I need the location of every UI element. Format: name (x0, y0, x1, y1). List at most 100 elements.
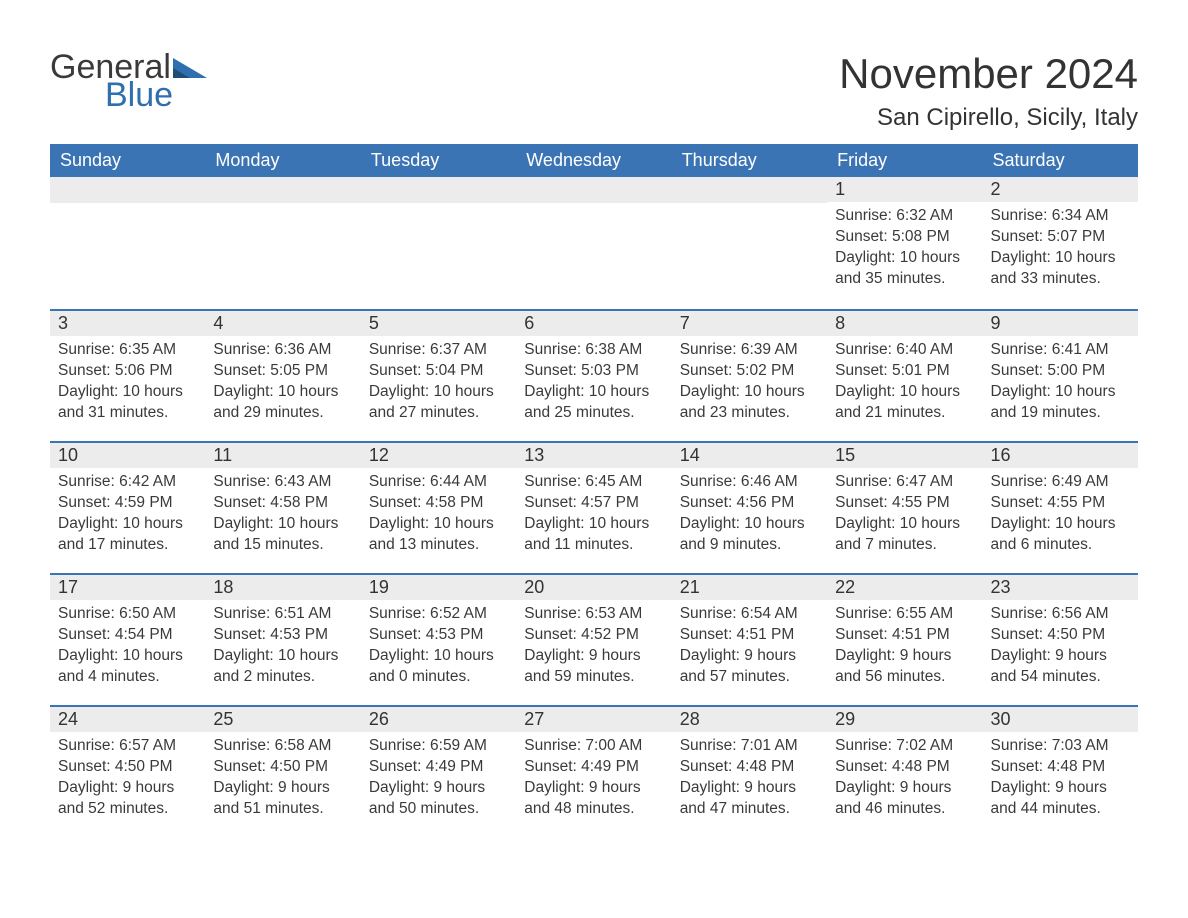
sunrise-line: Sunrise: 6:57 AM (58, 736, 197, 757)
day-body: Sunrise: 6:35 AMSunset: 5:06 PMDaylight:… (50, 336, 205, 432)
day-body: Sunrise: 6:50 AMSunset: 4:54 PMDaylight:… (50, 600, 205, 696)
day-cell: 1 Sunrise: 6:32 AMSunset: 5:08 PMDaylight… (827, 177, 982, 309)
calendar-head: SundayMondayTuesdayWednesdayThursdayFrid… (50, 144, 1138, 177)
day-body: Sunrise: 6:59 AMSunset: 4:49 PMDaylight:… (361, 732, 516, 828)
sunrise-line: Sunrise: 6:58 AM (213, 736, 352, 757)
sunset-line: Sunset: 5:02 PM (680, 361, 819, 382)
day-cell: 15Sunrise: 6:47 AMSunset: 4:55 PMDayligh… (827, 441, 982, 573)
day-number: 20 (516, 573, 671, 600)
sunset-line: Sunset: 4:57 PM (524, 493, 663, 514)
day-body: Sunrise: 6:38 AMSunset: 5:03 PMDaylight:… (516, 336, 671, 432)
daylight-line: Daylight: 10 hours and 31 minutes. (58, 382, 197, 424)
sunrise-line: Sunrise: 6:46 AM (680, 472, 819, 493)
day-number: 17 (50, 573, 205, 600)
daylight-line: Daylight: 9 hours and 48 minutes. (524, 778, 663, 820)
day-cell (672, 177, 827, 309)
day-number: 8 (827, 309, 982, 336)
day-number: 1 (827, 177, 982, 202)
day-body: Sunrise: 6:37 AMSunset: 5:04 PMDaylight:… (361, 336, 516, 432)
day-number: 12 (361, 441, 516, 468)
page: General Blue November 2024 San Cipirello… (0, 0, 1188, 918)
sunset-line: Sunset: 4:52 PM (524, 625, 663, 646)
daylight-line: Daylight: 10 hours and 19 minutes. (991, 382, 1130, 424)
location: San Cipirello, Sicily, Italy (839, 104, 1138, 132)
day-body: Sunrise: 6:36 AMSunset: 5:05 PMDaylight:… (205, 336, 360, 432)
day-number: 19 (361, 573, 516, 600)
daylight-line: Daylight: 10 hours and 27 minutes. (369, 382, 508, 424)
day-body: Sunrise: 6:53 AMSunset: 4:52 PMDaylight:… (516, 600, 671, 696)
sunset-line: Sunset: 5:08 PM (835, 227, 974, 248)
day-number: 18 (205, 573, 360, 600)
header: General Blue November 2024 San Cipirello… (50, 50, 1138, 132)
day-number: 23 (983, 573, 1138, 600)
day-cell: 16Sunrise: 6:49 AMSunset: 4:55 PMDayligh… (983, 441, 1138, 573)
day-body: Sunrise: 6:40 AMSunset: 5:01 PMDaylight:… (827, 336, 982, 432)
day-body: Sunrise: 6:42 AMSunset: 4:59 PMDaylight:… (50, 468, 205, 564)
sunrise-line: Sunrise: 6:37 AM (369, 340, 508, 361)
day-cell: 21Sunrise: 6:54 AMSunset: 4:51 PMDayligh… (672, 573, 827, 705)
day-body: Sunrise: 6:43 AMSunset: 4:58 PMDaylight:… (205, 468, 360, 564)
day-body: Sunrise: 7:02 AMSunset: 4:48 PMDaylight:… (827, 732, 982, 828)
day-body: Sunrise: 6:47 AMSunset: 4:55 PMDaylight:… (827, 468, 982, 564)
weekday-header: Tuesday (361, 144, 516, 177)
day-number: 25 (205, 705, 360, 732)
sunrise-line: Sunrise: 6:49 AM (991, 472, 1130, 493)
sunrise-line: Sunrise: 6:53 AM (524, 604, 663, 625)
daylight-line: Daylight: 10 hours and 11 minutes. (524, 514, 663, 556)
day-body: Sunrise: 6:49 AMSunset: 4:55 PMDaylight:… (983, 468, 1138, 564)
day-number: 10 (50, 441, 205, 468)
logo: General Blue (50, 50, 207, 112)
daylight-line: Daylight: 10 hours and 13 minutes. (369, 514, 508, 556)
day-cell: 26Sunrise: 6:59 AMSunset: 4:49 PMDayligh… (361, 705, 516, 837)
daylight-line: Daylight: 10 hours and 2 minutes. (213, 646, 352, 688)
day-cell: 4Sunrise: 6:36 AMSunset: 5:05 PMDaylight… (205, 309, 360, 441)
day-body: Sunrise: 6:46 AMSunset: 4:56 PMDaylight:… (672, 468, 827, 564)
daylight-line: Daylight: 9 hours and 57 minutes. (680, 646, 819, 688)
empty-day-band (516, 177, 671, 203)
sunset-line: Sunset: 4:49 PM (369, 757, 508, 778)
daylight-line: Daylight: 9 hours and 54 minutes. (991, 646, 1130, 688)
day-number: 21 (672, 573, 827, 600)
daylight-line: Daylight: 10 hours and 6 minutes. (991, 514, 1130, 556)
sunset-line: Sunset: 4:50 PM (213, 757, 352, 778)
sunrise-line: Sunrise: 6:39 AM (680, 340, 819, 361)
sunset-line: Sunset: 5:04 PM (369, 361, 508, 382)
weekday-header: Saturday (983, 144, 1138, 177)
empty-day-band (361, 177, 516, 203)
day-number: 11 (205, 441, 360, 468)
day-number: 9 (983, 309, 1138, 336)
sunrise-line: Sunrise: 6:44 AM (369, 472, 508, 493)
daylight-line: Daylight: 9 hours and 59 minutes. (524, 646, 663, 688)
daylight-line: Daylight: 10 hours and 17 minutes. (58, 514, 197, 556)
day-cell (50, 177, 205, 309)
sunrise-line: Sunrise: 7:01 AM (680, 736, 819, 757)
day-cell: 30Sunrise: 7:03 AMSunset: 4:48 PMDayligh… (983, 705, 1138, 837)
sunrise-line: Sunrise: 6:32 AM (835, 206, 974, 227)
calendar-table: SundayMondayTuesdayWednesdayThursdayFrid… (50, 144, 1138, 837)
daylight-line: Daylight: 10 hours and 35 minutes. (835, 248, 974, 290)
sunrise-line: Sunrise: 6:55 AM (835, 604, 974, 625)
day-cell: 11Sunrise: 6:43 AMSunset: 4:58 PMDayligh… (205, 441, 360, 573)
sunrise-line: Sunrise: 6:56 AM (991, 604, 1130, 625)
sunrise-line: Sunrise: 6:54 AM (680, 604, 819, 625)
day-number: 26 (361, 705, 516, 732)
sunset-line: Sunset: 4:58 PM (369, 493, 508, 514)
sunset-line: Sunset: 4:53 PM (369, 625, 508, 646)
weekday-header: Friday (827, 144, 982, 177)
sunrise-line: Sunrise: 6:38 AM (524, 340, 663, 361)
sunset-line: Sunset: 4:48 PM (680, 757, 819, 778)
day-cell: 9Sunrise: 6:41 AMSunset: 5:00 PMDaylight… (983, 309, 1138, 441)
day-cell: 18Sunrise: 6:51 AMSunset: 4:53 PMDayligh… (205, 573, 360, 705)
day-number: 28 (672, 705, 827, 732)
weekday-header: Thursday (672, 144, 827, 177)
daylight-line: Daylight: 10 hours and 7 minutes. (835, 514, 974, 556)
sunrise-line: Sunrise: 6:47 AM (835, 472, 974, 493)
day-body: Sunrise: 7:03 AMSunset: 4:48 PMDaylight:… (983, 732, 1138, 828)
sunset-line: Sunset: 5:00 PM (991, 361, 1130, 382)
day-body: Sunrise: 7:00 AMSunset: 4:49 PMDaylight:… (516, 732, 671, 828)
week-row: 3Sunrise: 6:35 AMSunset: 5:06 PMDaylight… (50, 309, 1138, 441)
day-cell: 5Sunrise: 6:37 AMSunset: 5:04 PMDaylight… (361, 309, 516, 441)
week-row: 24Sunrise: 6:57 AMSunset: 4:50 PMDayligh… (50, 705, 1138, 837)
sunset-line: Sunset: 4:54 PM (58, 625, 197, 646)
page-title: November 2024 (839, 50, 1138, 98)
